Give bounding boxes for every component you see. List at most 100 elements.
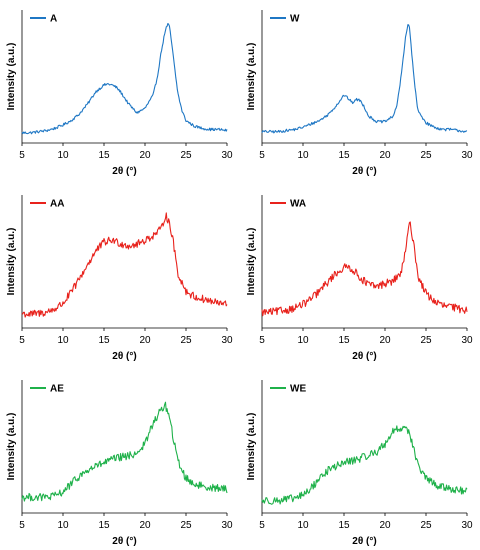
series-line-w [261, 24, 468, 134]
data-point [392, 430, 394, 432]
data-point [46, 496, 48, 498]
x-tick-label: 15 [98, 520, 110, 531]
data-point [21, 496, 23, 498]
data-point [433, 300, 435, 302]
data-point [46, 311, 48, 313]
series-line-we [261, 425, 468, 505]
x-tick-label: 25 [180, 335, 192, 346]
panel-a: 5 10 15 20 25 30 2θ (°) Intensity (a.u.) A [6, 10, 233, 177]
data-point [144, 239, 146, 241]
data-point [351, 102, 353, 104]
data-point [111, 239, 113, 241]
data-point [384, 283, 386, 285]
data-point [466, 491, 468, 493]
data-point [405, 250, 407, 252]
data-point [376, 451, 378, 453]
data-point [360, 277, 362, 279]
data-point [294, 498, 296, 500]
x-tick-label: 30 [461, 335, 473, 346]
legend-label: AA [50, 199, 64, 210]
data-point [173, 440, 175, 442]
x-tick-label: 20 [139, 335, 151, 346]
x-tick-label: 20 [139, 150, 151, 161]
data-point [343, 462, 345, 464]
data-point [87, 264, 89, 266]
x-axis-title: 2θ (°) [112, 166, 136, 177]
data-point [351, 268, 353, 270]
data-point [38, 131, 40, 133]
data-point [415, 90, 417, 92]
data-point [120, 456, 122, 458]
data-point [364, 106, 366, 108]
x-tick-label: 15 [338, 335, 350, 346]
x-tick-label: 20 [379, 520, 391, 531]
data-point [261, 131, 263, 133]
x-tick-label: 30 [221, 520, 233, 531]
data-point [368, 115, 370, 117]
x-tick-label: 25 [420, 335, 432, 346]
data-point [169, 223, 171, 225]
y-axis-title: Intensity (a.u.) [246, 413, 257, 481]
data-point [21, 132, 23, 134]
data-point [409, 432, 411, 434]
data-point [392, 115, 394, 117]
series-line-aa [21, 212, 228, 318]
series-line-wa [261, 221, 468, 317]
data-point [38, 496, 40, 498]
data-point [210, 129, 212, 131]
data-point [286, 309, 288, 311]
data-point [407, 23, 409, 25]
y-axis-title: Intensity (a.u.) [6, 43, 17, 111]
data-point [347, 98, 349, 100]
data-point [87, 470, 89, 472]
data-point [343, 94, 345, 96]
data-point [171, 45, 173, 47]
data-point [111, 84, 113, 86]
data-point [136, 244, 138, 246]
data-point [442, 486, 444, 488]
data-point [327, 114, 329, 116]
data-point [327, 470, 329, 472]
data-point [177, 460, 179, 462]
data-point [302, 304, 304, 306]
x-tick-label: 5 [259, 335, 265, 346]
data-point [450, 306, 452, 308]
data-point [405, 425, 407, 427]
data-point [169, 27, 171, 29]
x-tick-label: 20 [379, 335, 391, 346]
x-tick-label: 25 [180, 520, 192, 531]
data-point [38, 313, 40, 315]
data-point [103, 462, 105, 464]
x-tick-label: 30 [221, 150, 233, 161]
data-point [384, 121, 386, 123]
x-tick-label: 10 [297, 520, 309, 531]
data-point [29, 496, 31, 498]
data-point [29, 132, 31, 134]
x-tick-label: 25 [420, 150, 432, 161]
data-point [425, 293, 427, 295]
panel-ae: 5 10 15 20 25 30 2θ (°) Intensity (a.u.) AE [6, 380, 233, 547]
data-point [226, 304, 228, 306]
data-point [29, 314, 31, 316]
data-point [128, 455, 130, 457]
series-line-a [21, 22, 228, 135]
x-tick-label: 10 [297, 150, 309, 161]
data-point [401, 271, 403, 273]
x-axis-title: 2θ (°) [112, 351, 136, 362]
data-point [417, 275, 419, 277]
data-point [376, 121, 378, 123]
data-point [368, 454, 370, 456]
data-point [167, 23, 169, 25]
data-point [351, 460, 353, 462]
panel-w: 5 10 15 20 25 30 2θ (°) Intensity (a.u.) W [246, 10, 473, 177]
data-point [70, 120, 72, 122]
data-point [294, 129, 296, 131]
data-point [409, 28, 411, 30]
legend-label: WE [290, 384, 306, 395]
data-point [169, 418, 171, 420]
data-point [269, 500, 271, 502]
x-tick-label: 5 [19, 520, 25, 531]
data-point [161, 50, 163, 52]
data-point [425, 122, 427, 124]
